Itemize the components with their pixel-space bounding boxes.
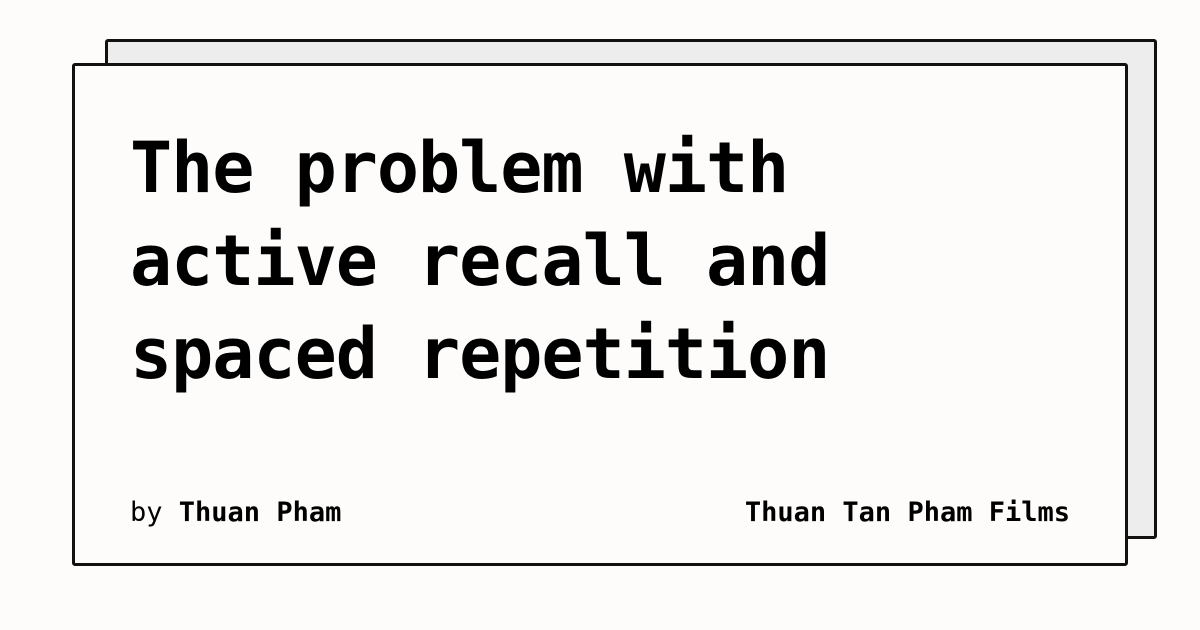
article-title-line: spaced repetition — [130, 313, 830, 395]
site-name: Thuan Tan Pham Films — [744, 497, 1070, 528]
author-name: Thuan Pham — [178, 497, 342, 528]
byline-prefix: by — [130, 497, 163, 528]
article-title: The problem with active recall and space… — [130, 122, 950, 401]
article-title-line: active recall and — [130, 220, 830, 302]
article-title-line: The problem with — [130, 127, 789, 209]
byline: by Thuan Pham — [130, 496, 341, 530]
title-card: The problem with active recall and space… — [72, 63, 1128, 566]
